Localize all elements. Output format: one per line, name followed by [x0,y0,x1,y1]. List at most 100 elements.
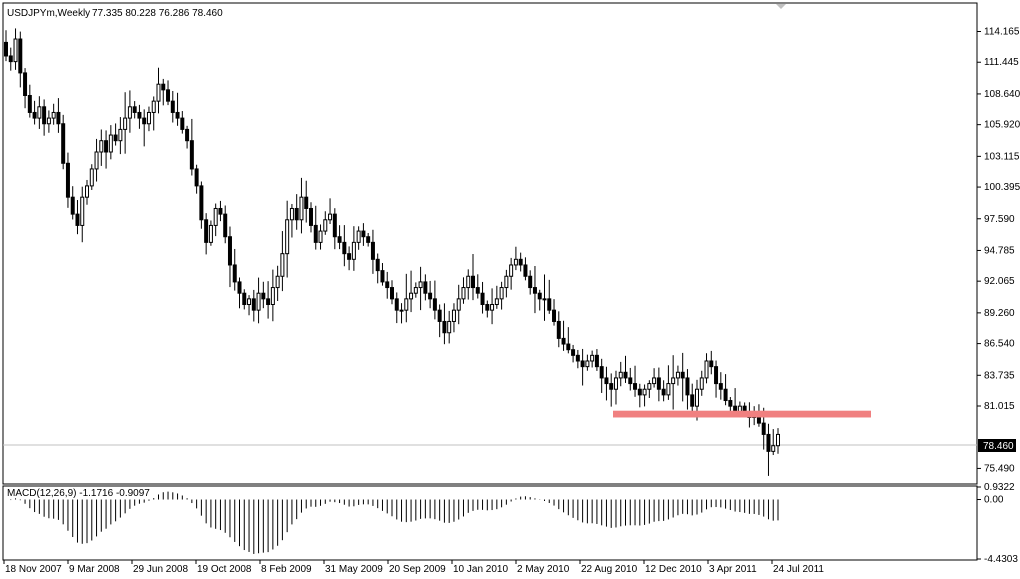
price-tick-label: 86.540 [984,339,1015,350]
candle-body [437,309,442,322]
time-tick-label: 29 Jun 2008 [133,564,188,575]
candle-body [23,72,28,97]
candle-body [156,83,161,102]
candle-body [32,111,37,119]
candle-body [199,185,204,221]
candle-body [299,196,304,221]
candle-body [761,422,766,435]
candle-body [599,366,604,379]
candle-body [180,117,185,130]
candle-body [261,292,266,300]
candle-body [404,298,409,311]
price-tick-label: 103.115 [984,151,1020,162]
candle-body [113,134,118,142]
candle-body [18,38,23,74]
candle-body [108,134,113,153]
time-tick-label: 9 Mar 2008 [69,564,120,575]
candle-body [442,320,447,334]
macd-panel[interactable]: MACD(12,26,9) -1.1716 -0.9097 [2,485,978,561]
time-tick-label: 12 Dec 2010 [645,564,702,575]
price-axis: 114.165 111.445 108.640 105.920 103.115 100.3… [977,27,1020,474]
macd-tick-label: -4.4303 [984,554,1018,565]
candle-body [590,354,595,362]
time-tick-label: 3 Apr 2011 [709,564,757,575]
macd-axis: 0.9322 0.00 -4.4303 [977,482,1018,565]
candle-body [347,253,352,260]
candle-body [166,89,171,102]
candle-body [633,383,638,390]
candle-body [685,377,690,396]
candle-body [518,258,523,266]
candle-body [123,117,128,130]
candle-body [471,275,476,289]
price-panel-border [2,2,978,485]
candle-body [609,383,614,390]
candle-body [666,383,671,396]
candle-body [161,83,166,91]
price-tick-label: 83.735 [984,370,1015,381]
candle-body [61,123,66,164]
candle-body [728,400,733,407]
candle-body [342,241,347,255]
candle-body [332,213,337,238]
time-tick-label: 19 Oct 2008 [197,564,252,575]
candle-body [642,388,647,396]
candle-body [776,433,780,447]
macd-indicator-label: MACD(12,26,9) -1.1716 -0.9097 [7,488,150,499]
candle-body [723,388,728,402]
candle-body [27,95,32,113]
candle-body [213,207,218,226]
candle-body [699,377,704,390]
candle-body [585,360,590,368]
price-tick-label: 81.015 [984,401,1015,412]
candle-body [475,287,480,294]
candle-body [8,55,13,63]
price-tick-label: 114.165 [984,27,1020,38]
price-tick-label: 111.445 [984,57,1019,68]
candle-body [409,292,414,300]
candle-body [194,168,199,187]
candle-body [308,207,313,226]
candle-body [146,111,151,125]
candle-body [51,111,56,119]
candle-body [494,298,499,306]
candle-body [42,106,47,125]
candle-body [351,241,356,260]
candle-body [37,106,42,119]
candle-body [594,354,599,368]
candle-body [75,213,80,226]
candle-body [266,298,271,306]
candle-body [118,128,123,142]
candle-body [137,111,142,119]
candle-body [104,140,109,153]
candle-body [571,349,576,356]
candle-body [547,298,552,311]
candle-body [575,354,580,362]
time-tick-label: 10 Jan 2010 [453,564,508,575]
candle-body [227,236,232,266]
candle-body [542,298,547,301]
candle-body [132,106,137,113]
macd-histogram [10,491,779,554]
time-tick-label: 20 Sep 2009 [389,564,446,575]
price-tick-label: 108.640 [984,89,1020,100]
candle-body [771,445,776,452]
candle-body [127,106,132,119]
candle-body [556,320,561,339]
candle-body [480,292,485,306]
candle-body [65,162,70,198]
candle-body [552,309,557,322]
price-panel[interactable]: USDJPYm,Weekly 77.335 80.228 76.286 78.4… [2,2,978,485]
candle-body [718,383,723,390]
candle-body [656,377,661,390]
candle-body [432,298,437,311]
candle-body [704,360,709,379]
candle-body [390,287,394,300]
candle-body [532,287,537,294]
shift-marker-icon[interactable] [776,4,786,9]
candle-body [318,230,323,243]
candle-body [56,111,61,125]
candle-body [637,388,642,396]
